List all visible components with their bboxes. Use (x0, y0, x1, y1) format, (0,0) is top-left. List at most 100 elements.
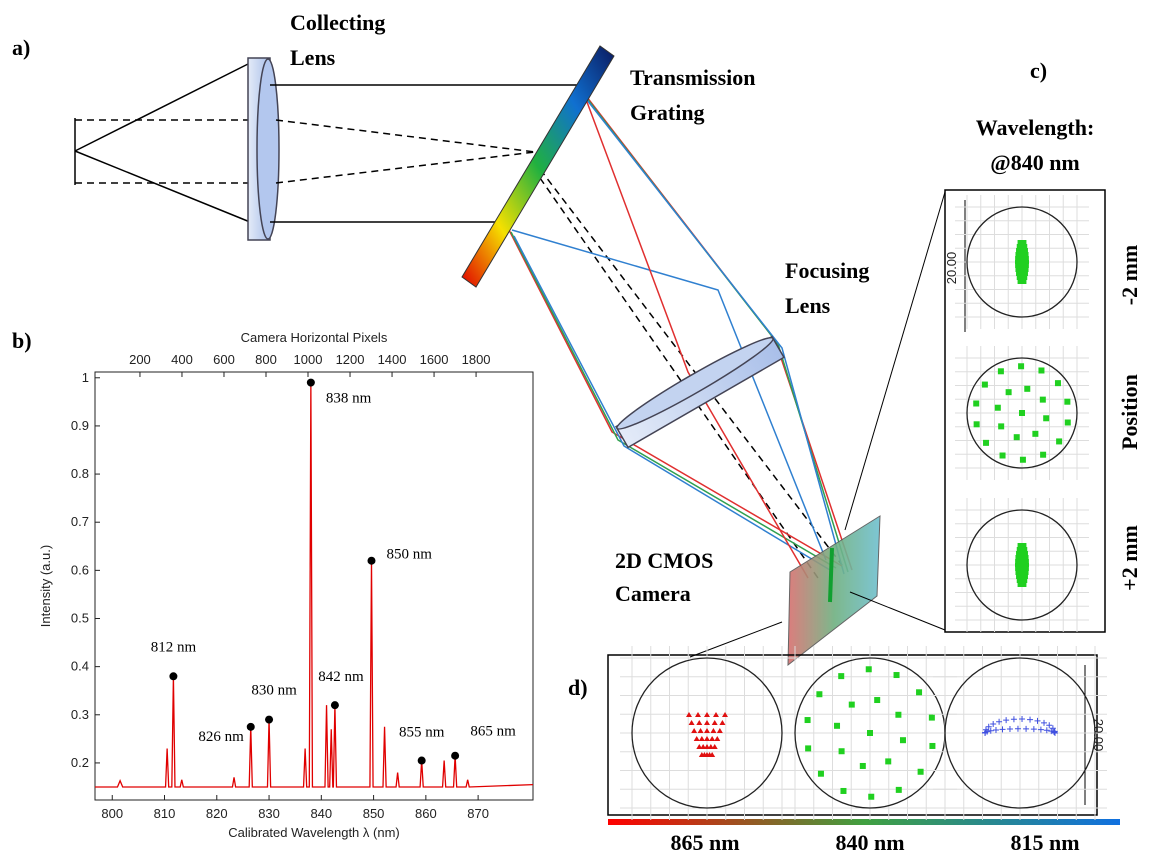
spot (1003, 717, 1009, 723)
spot (689, 720, 695, 725)
spot (1015, 567, 1029, 571)
spot (990, 721, 996, 727)
spot (717, 728, 723, 733)
y-tick-label: 0.3 (71, 707, 89, 722)
x2-tick-label: 1000 (294, 352, 323, 367)
plot-frame (95, 372, 533, 800)
spot (1024, 386, 1030, 392)
label: Focusing (785, 258, 869, 283)
spot (1015, 256, 1029, 260)
wavelength-label: 815 nm (1010, 830, 1079, 855)
label: Grating (630, 100, 705, 125)
peak-label: 842 nm (318, 669, 364, 685)
spot (1015, 268, 1028, 272)
y-tick-label: 1 (82, 370, 89, 385)
label: Collecting (290, 10, 385, 35)
row-label: +2 mm (1117, 525, 1142, 591)
spot (1015, 559, 1029, 563)
spot (849, 702, 855, 708)
spot (1018, 240, 1027, 244)
spot (1017, 244, 1027, 248)
spot (699, 736, 705, 741)
spot (1051, 729, 1057, 735)
peak-label: 830 nm (251, 683, 297, 699)
x2-tick-label: 200 (129, 352, 151, 367)
spot (1065, 420, 1071, 426)
x-tick-label: 840 (310, 806, 332, 821)
spot (698, 728, 704, 733)
row-label: -2 mm (1117, 245, 1142, 305)
spot (1011, 716, 1017, 722)
x-tick-label: 860 (415, 806, 437, 821)
spot (916, 689, 922, 695)
spot (929, 743, 935, 749)
spot (867, 730, 873, 736)
spot (1038, 367, 1044, 373)
spot (704, 736, 710, 741)
y-tick-label: 0.8 (71, 466, 89, 481)
spot (1043, 415, 1049, 421)
panel-label: d) (568, 675, 588, 700)
spot (998, 423, 1004, 429)
spot (1017, 547, 1027, 551)
spot (874, 697, 880, 703)
x-tick-label: 830 (258, 806, 280, 821)
spot (704, 720, 710, 725)
spot (712, 744, 718, 749)
spot (805, 717, 811, 723)
spot (816, 691, 822, 697)
spot (1018, 280, 1027, 284)
y-tick-label: 0.6 (71, 562, 89, 577)
spot (895, 712, 901, 718)
spot (719, 720, 725, 725)
spot (995, 405, 1001, 411)
spot (709, 736, 715, 741)
panel-label: c) (1030, 58, 1047, 83)
spot (1015, 264, 1029, 268)
spot (1023, 726, 1029, 732)
scale-label: 20.00 (1091, 719, 1106, 752)
spot (1040, 397, 1046, 403)
spot (1000, 453, 1006, 459)
spot (1035, 718, 1041, 724)
figure: a) b) c) d) Collecting Lens Transmission… (0, 0, 1153, 857)
x2-tick-label: 1800 (462, 352, 491, 367)
spot (885, 758, 891, 764)
label: Lens (785, 293, 831, 318)
spot (839, 748, 845, 754)
spot (1056, 438, 1062, 444)
x-tick-label: 850 (363, 806, 385, 821)
y-tick-label: 0.5 (71, 610, 89, 625)
peak-marker (247, 723, 255, 731)
label: @840 nm (990, 150, 1080, 175)
spot (1007, 726, 1013, 732)
spot (710, 728, 716, 733)
spot (894, 672, 900, 678)
spot (1015, 252, 1028, 256)
peak-marker (169, 672, 177, 680)
spot (1015, 555, 1028, 559)
spot (838, 673, 844, 679)
spectrum-line (95, 383, 533, 787)
spot (1027, 717, 1033, 723)
spot (712, 720, 718, 725)
peak-label: 850 nm (386, 547, 432, 563)
y-tick-label: 0.2 (71, 755, 89, 770)
spot (1018, 583, 1027, 587)
wavelength-label: 865 nm (670, 830, 739, 855)
peak-label: 865 nm (470, 724, 516, 740)
peak-label: 826 nm (198, 729, 244, 745)
x-tick-label: 810 (154, 806, 176, 821)
spot (1016, 272, 1028, 276)
spot (1006, 389, 1012, 395)
spot (866, 666, 872, 672)
spot (1018, 363, 1024, 369)
label: Lens (290, 45, 336, 70)
peak-marker (307, 379, 315, 387)
label: Transmission (630, 65, 756, 90)
spot-diagrams (620, 195, 1107, 820)
scale-label: 20.00 (944, 252, 959, 285)
spot (704, 728, 710, 733)
spot (696, 720, 702, 725)
